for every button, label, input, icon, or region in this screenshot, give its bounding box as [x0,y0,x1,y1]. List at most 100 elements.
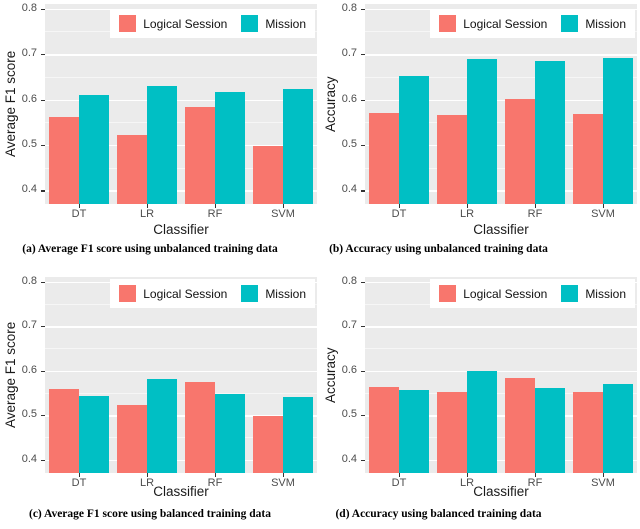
legend-swatch-logical-session [439,285,457,302]
x-tick-label: RF [207,477,223,489]
x-tick-mark [603,204,605,208]
y-tick-label: 0.4 [341,183,357,196]
subfigure-d: Accuracy Logical Session Mission 0.4 0.5 0.6… [320,265,640,529]
legend-label: Logical Session [143,16,228,31]
y-tick-mark [361,144,365,147]
bar-mission-rf [215,92,245,204]
x-axis-title: Classifier [153,222,209,237]
bar-logical-session-lr [437,391,467,473]
x-tick-mark [467,473,469,477]
bar-mission-rf [535,388,565,473]
gridline-major [45,54,317,56]
gridline-major [365,99,637,101]
x-tick-label: LR [139,208,155,220]
x-tick-label: SVM [271,208,295,220]
bar-logical-session-svm [253,145,283,204]
gridline-minor [45,392,317,394]
gridline-major [365,459,637,462]
bar-mission-lr [467,370,497,473]
bar-mission-rf [215,394,245,473]
x-tick-mark [399,204,401,208]
x-tick-label: DT [391,477,407,489]
legend-label: Mission [265,286,306,301]
legend-item: Logical Session [439,285,547,302]
legend-swatch-logical-session [439,15,457,32]
panel: Logical Session Mission [45,4,317,204]
x-tick-mark [215,473,217,477]
panel: Logical Session Mission [45,277,317,473]
plot-area-c: Logical Session Mission 0.4 0.5 0.6 0.7 0.8 DT L… [0,265,320,505]
x-tick-mark [147,473,149,477]
y-tick-mark [41,190,45,192]
bar-logical-session-svm [573,391,603,473]
y-tick-label: 0.7 [21,319,37,331]
subfigure-caption-d: (d) Accuracy using balanced training dat… [335,508,542,520]
x-axis-title: Classifier [473,484,529,499]
y-tick-label: 0.8 [341,1,357,14]
legend-label: Logical Session [463,286,548,301]
x-tick-label: LR [139,477,155,489]
x-tick-label: SVM [591,208,615,220]
legend: Logical Session Mission [110,9,315,38]
y-tick-mark [41,459,45,461]
legend-swatch-mission [561,15,579,32]
y-tick-label: 0.4 [341,452,357,465]
x-tick-label: SVM [591,477,615,489]
bar-mission-rf [535,61,565,204]
gridline-minor [365,122,637,124]
y-tick-label: 0.7 [341,319,357,331]
legend-label: Mission [265,16,306,31]
x-tick-mark [79,204,81,208]
bar-mission-lr [147,85,177,204]
bar-logical-session-rf [505,378,535,473]
x-axis-title: Classifier [153,484,209,499]
y-tick-label: 0.6 [341,363,357,376]
bar-logical-session-svm [573,113,603,204]
y-tick-mark [41,99,45,101]
y-tick-mark [41,415,45,417]
panel: Logical Session Mission [365,4,637,204]
gridline-major [45,326,317,328]
y-tick-mark [361,54,365,56]
x-tick-mark [283,473,285,477]
subfigure-caption-c: (c) Average F1 score using balanced trai… [28,508,272,520]
x-tick-label: SVM [271,477,295,489]
legend-label: Mission [585,16,626,31]
legend-item: Logical Session [119,15,227,32]
legend: Logical Session Mission [110,279,315,308]
bar-mission-svm [283,396,313,473]
bar-mission-dt [399,76,429,204]
gridline-minor [45,167,317,169]
gridline-minor [45,122,317,124]
bar-logical-session-rf [185,382,215,473]
bar-logical-session-dt [369,112,399,204]
x-axis-title: Classifier [473,222,529,237]
y-tick-mark [41,144,45,147]
subfigure-a: Average F1 score Logical Session Mission 0… [0,0,320,265]
bar-logical-session-dt [49,389,79,473]
bar-mission-lr [467,58,497,204]
gridline-major [45,99,317,101]
x-tick-mark [215,204,217,208]
bar-logical-session-lr [117,405,147,473]
bar-logical-session-dt [369,386,399,473]
gridline-major [365,144,637,147]
y-tick-mark [361,326,365,328]
subfigure-b: Accuracy Logical Session Mission 0.4 0.5 0.6… [320,0,640,265]
x-tick-mark [467,204,469,208]
y-tick-mark [361,8,365,10]
y-tick-mark [41,281,45,283]
legend-swatch-logical-session [119,15,137,32]
subfigure-caption-b: (b) Accuracy using unbalanced training d… [329,243,548,255]
panel: Logical Session Mission [365,277,637,473]
y-tick-label: 0.4 [21,452,37,465]
gridline-minor [45,437,317,439]
legend-label: Logical Session [143,286,228,301]
gridline-major [45,370,317,372]
x-tick-label: RF [207,208,223,220]
bar-mission-svm [603,57,633,204]
legend-swatch-mission [561,285,579,302]
bar-logical-session-rf [505,99,535,204]
y-tick-label: 0.8 [21,274,37,287]
